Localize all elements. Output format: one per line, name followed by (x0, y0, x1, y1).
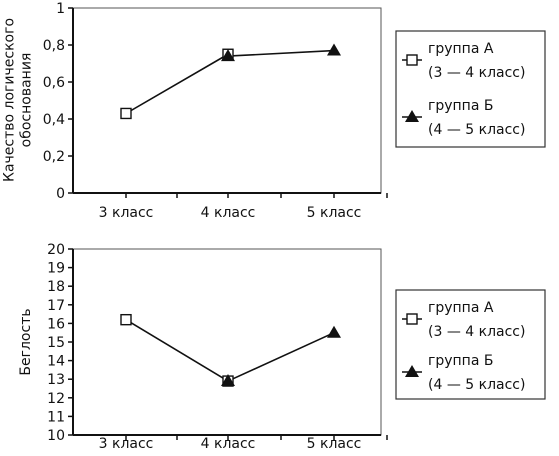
data-point-group-b (221, 374, 235, 387)
plot-frame (72, 248, 382, 436)
series-line-group-a (125, 318, 229, 382)
series-line-group-b (227, 331, 335, 382)
y-tick-label: 19 (47, 261, 65, 277)
x-category-label: 3 класс (99, 205, 154, 221)
data-point-group-a (120, 313, 132, 326)
legend-marker-group-a (406, 313, 418, 325)
chart-1: 0 0,2 0,4 0,6 0,8 1 3 класс 4 класс 5 класс Качес… (2, 1, 546, 221)
legend-label: группа А (428, 41, 494, 57)
series-line-group-b (227, 49, 335, 57)
data-point-group-b (221, 49, 235, 62)
y-tick-label: 11 (47, 409, 65, 425)
y-tick-label: 0 (56, 186, 65, 202)
y-axis-title: обоснования (19, 53, 35, 148)
data-point-group-a (120, 107, 132, 120)
y-tick-label: 0,4 (43, 112, 65, 128)
legend-sublabel: (4 — 5 класс) (428, 122, 525, 138)
x-category-label: 3 класс (99, 436, 154, 452)
series-line-group-a (125, 53, 229, 115)
y-tick-label: 12 (47, 391, 65, 407)
legend-sublabel: (4 — 5 класс) (428, 377, 525, 393)
legend-box (395, 289, 546, 400)
legend-marker-group-b (405, 110, 419, 122)
chart-2: 10 11 12 13 14 15 16 17 18 19 20 3 класс 4 класс 5 кл… (18, 242, 546, 452)
x-category-label: 5 класс (307, 205, 362, 221)
x-category-label: 4 класс (201, 436, 256, 452)
x-category-label: 5 класс (307, 436, 362, 452)
legend-label: группа Б (428, 353, 493, 369)
y-tick-label: 18 (47, 279, 65, 295)
plot-frame (72, 7, 382, 194)
legend-sublabel: (3 — 4 класс) (428, 324, 525, 340)
y-axis-title: Качество логического (2, 18, 18, 182)
y-tick-label: 0,8 (43, 38, 65, 54)
y-tick-label: 1 (56, 1, 65, 17)
y-tick-label: 16 (47, 316, 65, 332)
y-tick-label: 10 (47, 428, 65, 444)
y-tick-label: 17 (47, 298, 65, 314)
x-category-label: 4 класс (201, 205, 256, 221)
legend-marker-group-a (406, 54, 418, 66)
y-tick-label: 13 (47, 372, 65, 388)
legend-marker-group-b (405, 365, 419, 377)
y-tick-label: 14 (47, 354, 65, 370)
data-point-group-b (327, 325, 341, 338)
y-tick-label: 0,2 (43, 149, 65, 165)
legend-label: группа А (428, 300, 494, 316)
y-tick-label: 20 (47, 242, 65, 258)
y-axis-title: Беглость (18, 308, 34, 375)
y-tick-label: 15 (47, 335, 65, 351)
legend-label: группа Б (428, 98, 493, 114)
data-point-group-b (327, 43, 341, 56)
legend-box (395, 30, 546, 148)
legend-sublabel: (3 — 4 класс) (428, 65, 525, 81)
y-tick-label: 0,6 (43, 75, 65, 91)
